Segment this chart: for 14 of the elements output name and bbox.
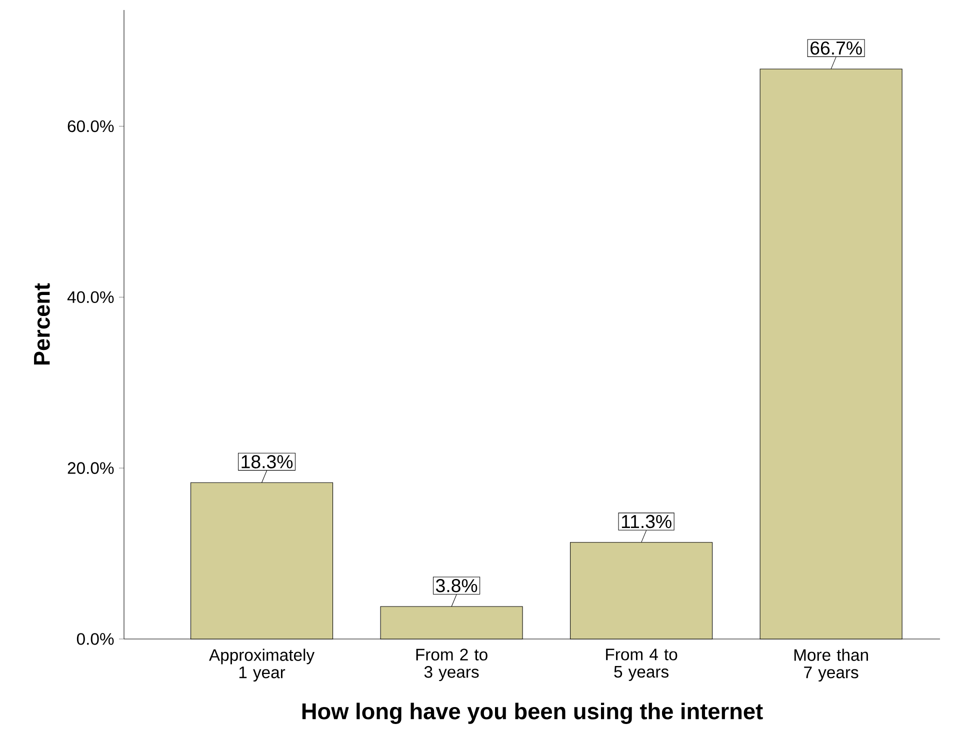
data-label: 66.7% <box>810 41 862 55</box>
y-tick-label: 0.0% <box>76 633 114 645</box>
data-label: 18.3% <box>242 455 293 468</box>
x-tick-label: From 2 to 3 years <box>416 648 488 682</box>
data-label: 11.3% <box>622 514 672 528</box>
y-axis-title: Percent <box>34 283 50 365</box>
y-tick-label: 20.0% <box>68 462 114 474</box>
x-tick-label: From 4 to 5 years <box>606 648 678 681</box>
data-label: 3.8% <box>436 579 478 592</box>
x-axis-title: How long have you been using the internet <box>302 702 763 724</box>
x-tick-label: More than 7 years <box>794 648 868 682</box>
y-tick-label: 40.0% <box>67 291 114 304</box>
x-tick-label: Approximately 1 year <box>209 648 315 682</box>
y-tick-label: 60.0% <box>68 120 114 132</box>
